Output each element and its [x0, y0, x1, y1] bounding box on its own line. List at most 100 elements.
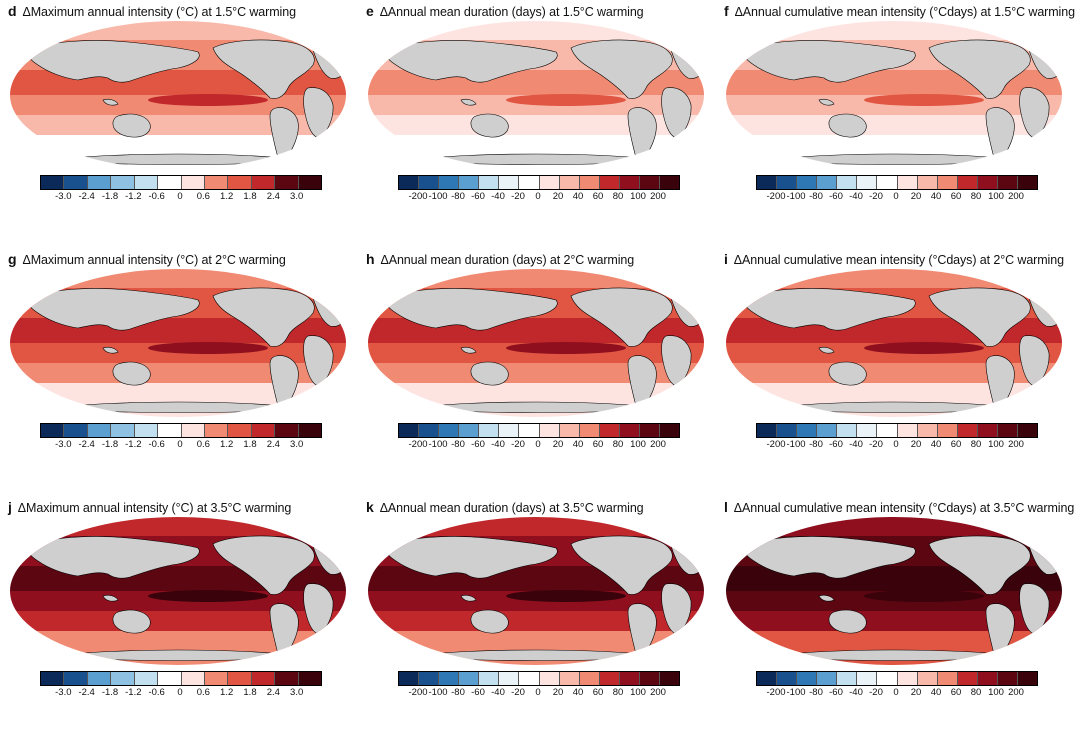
- colorbar-swatch: [275, 176, 299, 189]
- colorbar-swatch: [539, 176, 560, 189]
- colorbar-swatch: [559, 424, 580, 437]
- colorbar-ticks: -200 -100 -80 -60 -40 -20 0 20 40 60 80 100 200: [756, 687, 1036, 701]
- colorbar-swatch: [134, 424, 159, 437]
- colorbar-swatch: [87, 176, 112, 189]
- colorbar-ticks: -200 -100 -80 -60 -40 -20 0 20 40 60 80 100 200: [398, 439, 678, 453]
- colorbar-tick-label: -20: [511, 191, 525, 202]
- colorbar-swatch: [837, 424, 858, 437]
- colorbar-swatch: [459, 176, 480, 189]
- panel-title: f ΔAnnual cumulative mean intensity (°Cda…: [724, 3, 1075, 19]
- map-panel-g: g ΔMaximum annual intensity (°C) at 2°C w…: [0, 248, 360, 492]
- colorbar-tick-label: 40: [930, 687, 942, 698]
- colorbar-tick-label: -80: [809, 439, 823, 450]
- land-mass: [570, 287, 673, 347]
- colorbar-tick-label: -1.8: [101, 191, 119, 202]
- colorbar-swatch: [158, 424, 182, 437]
- land-mass: [112, 609, 151, 634]
- colorbar-swatch: [181, 672, 205, 685]
- ocean-hotspot: [864, 590, 984, 602]
- colorbar-swatch: [459, 424, 480, 437]
- land-mass: [212, 535, 315, 595]
- colorbar-swatch: [419, 176, 440, 189]
- colorbar-tick-label: -1.2: [125, 191, 142, 202]
- colorbar-swatch: [957, 672, 978, 685]
- panel-letter: l: [724, 499, 728, 515]
- colorbar-tick-label: 80: [970, 439, 982, 450]
- colorbar-ticks: -200 -100 -80 -60 -40 -20 0 20 40 60 80 100 200: [756, 191, 1036, 205]
- colorbar-tick-label: -80: [809, 191, 823, 202]
- colorbar-swatch: [459, 672, 480, 685]
- colorbar-swatch: [298, 424, 322, 437]
- colorbar-tick-label: 0.6: [196, 687, 210, 698]
- land-mass: [470, 113, 509, 138]
- colorbar-ticks: -3.0 -2.4 -1.8 -1.2 -0.6 0 0.6 1.2 1.8 2.4 3.0: [40, 191, 320, 205]
- colorbar: [756, 423, 1038, 438]
- colorbar-tick-label: 60: [950, 439, 962, 450]
- colorbar-tick-label: -2.4: [78, 191, 95, 202]
- ocean-band: [10, 517, 346, 536]
- colorbar-tick-label: -0.6: [148, 687, 165, 698]
- land-mass: [27, 40, 200, 83]
- colorbar-tick-label: -2.4: [78, 687, 95, 698]
- colorbar-swatch: [439, 672, 460, 685]
- colorbar-swatch: [857, 176, 878, 189]
- colorbar-tick-label: -80: [451, 687, 465, 698]
- colorbar-tick-label: -40: [491, 191, 505, 202]
- colorbar-tick-label: 200: [1008, 191, 1024, 202]
- colorbar-tick-label: 60: [592, 439, 604, 450]
- colorbar-swatch: [797, 176, 818, 189]
- panel-title-text: ΔMaximum annual intensity (°C) at 2°C wa…: [22, 253, 286, 267]
- colorbar-tick-label: 20: [910, 687, 922, 698]
- colorbar-tick-label: -3.0: [55, 687, 72, 698]
- colorbar-swatch: [1018, 176, 1038, 189]
- colorbar-swatch: [937, 424, 958, 437]
- colorbar-swatch: [64, 672, 88, 685]
- land-mass: [828, 361, 867, 386]
- panel-letter: k: [366, 499, 374, 515]
- colorbar-tick-label: 0: [535, 191, 541, 202]
- colorbar-tick-label: 200: [1008, 687, 1024, 698]
- colorbar: [40, 175, 322, 190]
- land-mass: [385, 288, 558, 331]
- colorbar-tick-label: -1.8: [101, 687, 119, 698]
- colorbar-swatch: [158, 176, 182, 189]
- colorbar-tick-label: 0: [535, 687, 541, 698]
- colorbar-swatch: [837, 672, 858, 685]
- land-mass: [743, 40, 916, 83]
- colorbar-swatch: [41, 424, 65, 437]
- ocean-hotspot: [506, 342, 626, 354]
- panel-title-text: ΔAnnual mean duration (days) at 3.5°C wa…: [379, 501, 644, 515]
- colorbar-tick-label: 0: [893, 191, 899, 202]
- colorbar: [40, 671, 322, 686]
- colorbar-swatch: [134, 176, 159, 189]
- world-map: [726, 21, 1062, 169]
- colorbar-swatch: [619, 424, 640, 437]
- colorbar-tick-label: 80: [612, 191, 624, 202]
- colorbar-swatch: [599, 424, 620, 437]
- ocean-band: [368, 611, 704, 631]
- land-mass: [460, 346, 477, 354]
- panel-title-text: ΔAnnual cumulative mean intensity (°Cday…: [733, 253, 1064, 267]
- colorbar-tick-label: 60: [592, 687, 604, 698]
- map-panel-e: e ΔAnnual mean duration (days) at 1.5°C w…: [358, 0, 718, 244]
- colorbar-tick-label: -40: [849, 687, 863, 698]
- map-panel-f: f ΔAnnual cumulative mean intensity (°Cda…: [716, 0, 1076, 244]
- world-map: [368, 21, 704, 169]
- map-panel-d: d ΔMaximum annual intensity (°C) at 1.5°C…: [0, 0, 360, 244]
- ocean-band: [368, 363, 704, 383]
- colorbar-swatch: [41, 672, 65, 685]
- land-mass: [27, 536, 200, 579]
- land-mass: [743, 536, 916, 579]
- colorbar-swatch: [275, 672, 299, 685]
- colorbar-swatch: [479, 672, 500, 685]
- colorbar-tick-label: -80: [451, 191, 465, 202]
- land-mass: [828, 113, 867, 138]
- land-mass: [928, 39, 1031, 99]
- panel-title: j ΔMaximum annual intensity (°C) at 3.5°C…: [8, 499, 291, 515]
- colorbar-tick-label: 0: [177, 191, 183, 202]
- colorbar-swatch: [111, 672, 135, 685]
- colorbar-swatch: [997, 672, 1019, 685]
- colorbar-tick-label: 20: [552, 439, 564, 450]
- colorbar-tick-label: -200: [766, 439, 786, 450]
- colorbar-tick-label: -20: [869, 191, 883, 202]
